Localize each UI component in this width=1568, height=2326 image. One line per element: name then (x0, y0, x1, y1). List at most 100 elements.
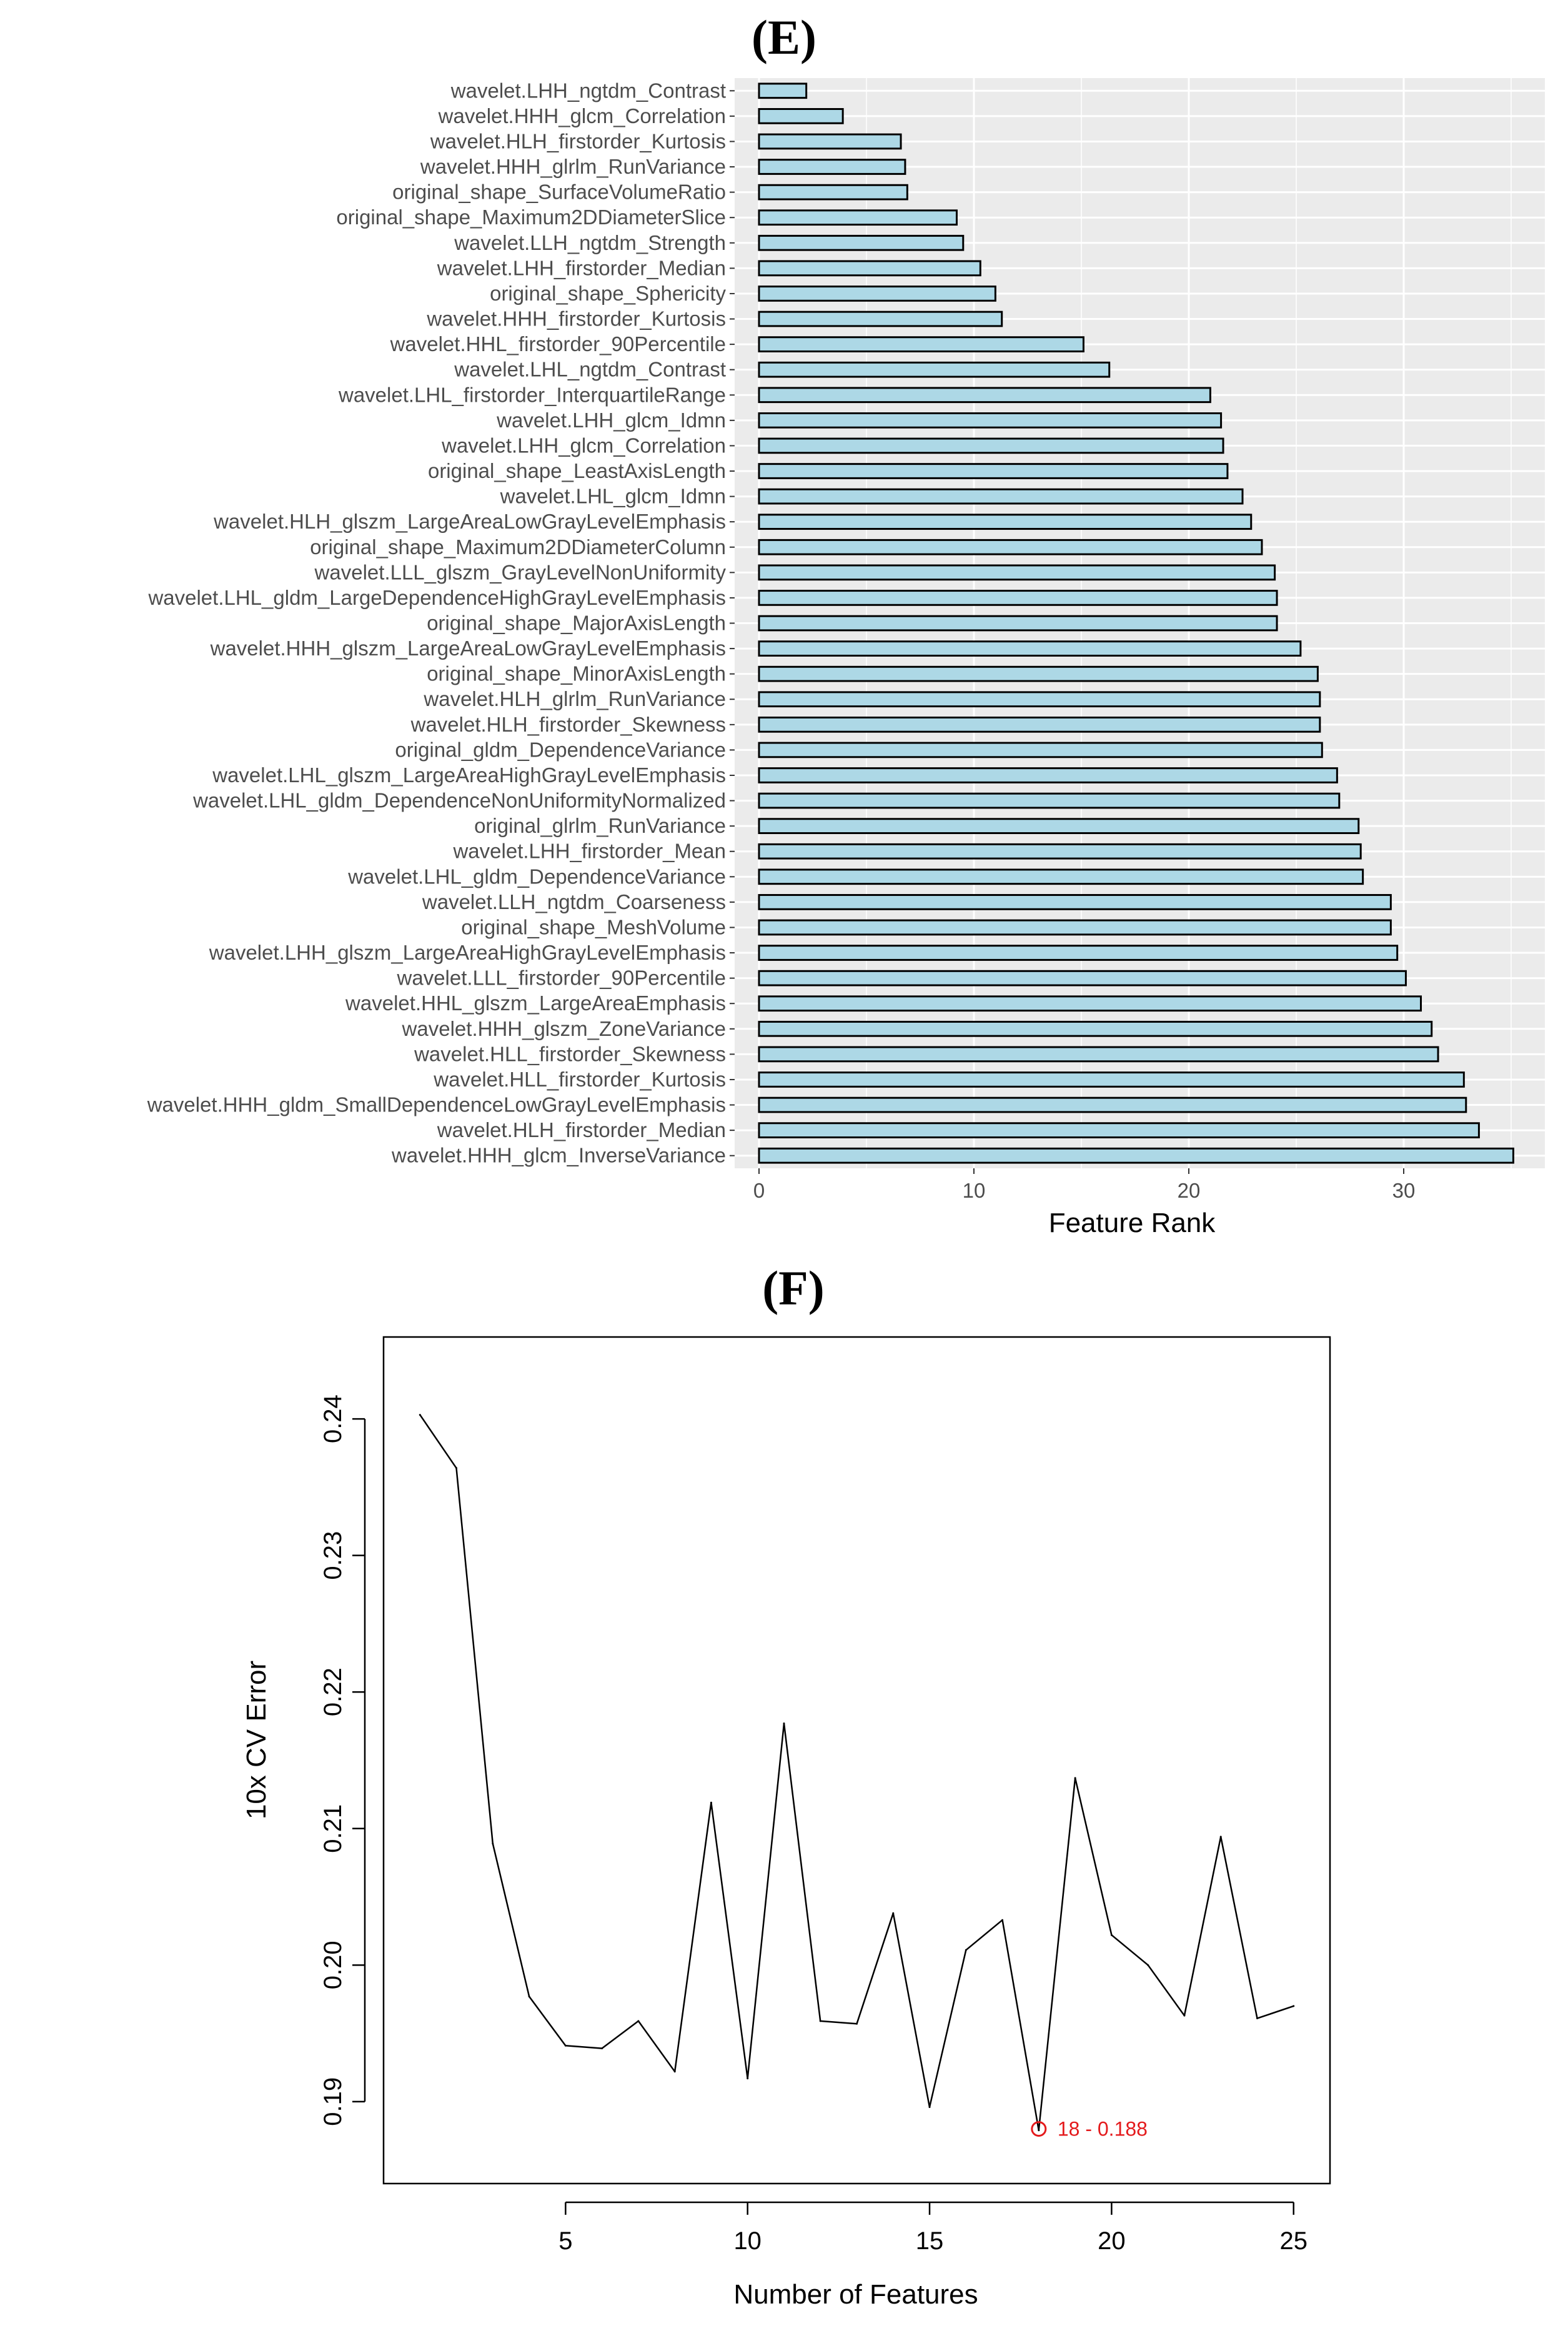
data-point (455, 1467, 458, 1469)
category-label: wavelet.LHH_ngtdm_Contrast (450, 79, 726, 102)
bar (758, 286, 996, 302)
category-label: wavelet.LHH_glszm_LargeAreaHighGrayLevel… (209, 941, 726, 964)
category-label: wavelet.LHH_glcm_Correlation (441, 434, 726, 457)
data-point (965, 1949, 967, 1951)
minimum-marker (1031, 2121, 1047, 2137)
panel-f-y-tick-label: 0.20 (319, 1941, 347, 1989)
category-label: wavelet.HLL_firstorder_Skewness (414, 1042, 726, 1065)
category-label: wavelet.LHL_firstorder_InterquartileRang… (338, 383, 726, 406)
data-point (637, 2020, 640, 2022)
data-point (1293, 2005, 1295, 2007)
panel-f-x-tick-label: 10 (733, 2227, 762, 2255)
category-label: wavelet.LHH_firstorder_Median (437, 256, 726, 279)
panel-e-x-tick-label: 20 (1178, 1179, 1201, 1202)
category-label: wavelet.HLH_glszm_LargeAreaLowGrayLevelE… (213, 510, 726, 533)
data-point (783, 1722, 785, 1724)
panel-f-y-tick-label: 0.22 (319, 1667, 347, 1716)
category-label: wavelet.HHH_glcm_Correlation (438, 104, 726, 127)
category-label: wavelet.HLH_firstorder_Skewness (410, 713, 726, 736)
bar (758, 133, 902, 150)
panel-f-y-tick-label: 0.21 (319, 1804, 347, 1853)
data-point (1183, 2014, 1186, 2017)
bar (758, 1020, 1433, 1037)
data-point (564, 2044, 567, 2047)
bar (758, 843, 1362, 860)
bar (758, 868, 1364, 885)
bar (758, 945, 1399, 961)
panel-f-y-tick-label: 0.24 (319, 1394, 347, 1443)
category-label: wavelet.HHH_firstorder_Kurtosis (426, 307, 726, 331)
category-label: wavelet.HHL_firstorder_90Percentile (390, 332, 726, 355)
bar (758, 539, 1263, 555)
category-label: original_shape_MajorAxisLength (427, 612, 726, 635)
category-label: wavelet.HHL_glszm_LargeAreaEmphasis (345, 992, 726, 1015)
data-point (928, 2106, 931, 2109)
bar (758, 615, 1278, 632)
panel-f-x-tick-label: 15 (916, 2227, 944, 2255)
bar (758, 209, 958, 226)
category-label: original_gldm_DependenceVariance (395, 738, 726, 761)
bar (758, 387, 1211, 404)
data-point (601, 2047, 603, 2050)
category-label: wavelet.HLH_firstorder_Kurtosis (430, 129, 726, 152)
bar (758, 1122, 1480, 1138)
bar (758, 260, 981, 277)
data-point (673, 2070, 676, 2073)
category-label: original_shape_MinorAxisLength (427, 662, 726, 685)
panel-f-series: 18 - 0.188 (419, 1414, 1295, 2140)
data-point (1038, 2129, 1040, 2132)
bar (758, 1096, 1467, 1113)
bar (758, 919, 1392, 936)
bar (758, 1147, 1514, 1164)
category-label: wavelet.HHH_glszm_LargeAreaLowGrayLevelE… (210, 637, 726, 660)
bar (758, 590, 1278, 606)
bar (758, 463, 1229, 479)
data-point (856, 2022, 858, 2025)
panel-f-x-tick-label: 25 (1279, 2227, 1307, 2255)
category-label: wavelet.LHL_gldm_DependenceVariance (347, 865, 726, 888)
category-label: wavelet.LLL_glszm_GrayLevelNonUniformity (314, 560, 727, 584)
data-point (1256, 2017, 1258, 2020)
panel-e-x-axis-title: Feature Rank (1049, 1208, 1216, 1238)
panel-e-x-tick-label: 10 (963, 1179, 986, 1202)
category-label: wavelet.HHH_glszm_ZoneVariance (402, 1017, 726, 1040)
bar (758, 311, 1003, 327)
bar (758, 361, 1111, 378)
data-point (747, 2077, 749, 2080)
bar (758, 1046, 1439, 1063)
bar (758, 970, 1407, 987)
panel-f-y-tick-label: 0.23 (319, 1531, 347, 1580)
panel-f-x-tick-label: 5 (558, 2227, 572, 2255)
bar (758, 894, 1392, 910)
panel-f-x-axis-title: Number of Features (733, 2279, 978, 2310)
data-point (1110, 1934, 1113, 1936)
category-label: original_shape_Sphericity (490, 282, 726, 305)
category-label: wavelet.HLH_firstorder_Median (437, 1118, 726, 1141)
bar (758, 159, 906, 175)
bar (758, 1071, 1465, 1088)
data-point (819, 2020, 821, 2022)
category-label: wavelet.HHH_glrlm_RunVariance (420, 155, 726, 178)
panel-f-x-tick-label: 20 (1098, 2227, 1126, 2255)
panel-f-y-axis-title: 10x CV Error (241, 1661, 272, 1819)
category-label: original_shape_LeastAxisLength (428, 459, 726, 482)
category-label: wavelet.LHH_firstorder_Mean (452, 840, 726, 863)
bar (758, 564, 1276, 581)
panel-e-x-ticks: 0 10 20 30 (753, 1168, 1416, 1202)
category-label: wavelet.LLH_ngtdm_Coarseness (422, 890, 726, 913)
data-point (1001, 1919, 1004, 1921)
data-point (892, 1912, 895, 1914)
data-point (1219, 1836, 1222, 1838)
panel-f-y-tick-label: 0.19 (319, 2077, 347, 2126)
bar (758, 234, 965, 251)
category-label: wavelet.HHH_gldm_SmallDependenceLowGrayL… (147, 1093, 726, 1116)
bar (758, 108, 844, 124)
bar (758, 82, 808, 99)
category-label: wavelet.HLL_firstorder_Kurtosis (433, 1068, 726, 1091)
panel-e-bars (758, 82, 1514, 1164)
category-label: wavelet.HHH_glcm_InverseVariance (391, 1144, 726, 1167)
bar (758, 514, 1253, 530)
bar (758, 818, 1360, 835)
panel-e-x-tick-label: 30 (1392, 1179, 1416, 1202)
bar (758, 184, 908, 201)
